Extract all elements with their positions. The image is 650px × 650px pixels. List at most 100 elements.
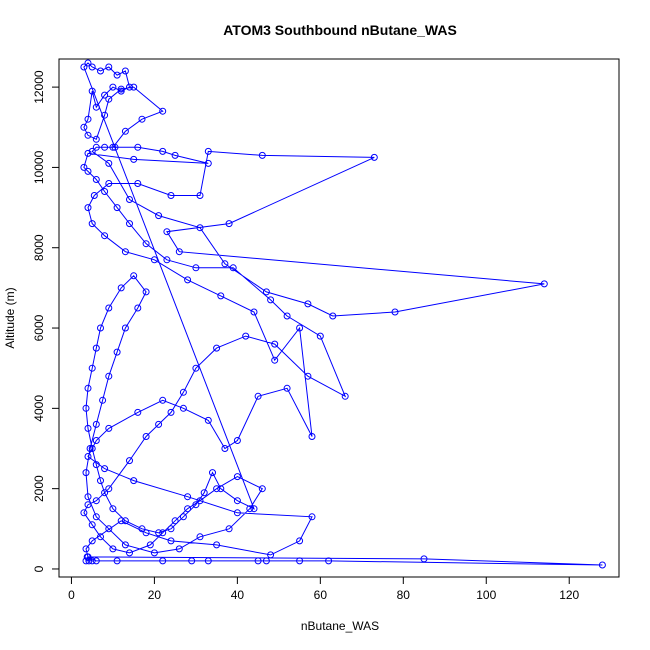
data-point [84,149,92,157]
data-point [101,489,109,497]
data-point [175,545,183,553]
data-point [121,248,129,256]
data-point [126,196,133,203]
x-tick-label: 20 [148,588,162,602]
data-point [126,549,133,557]
data-point [200,489,208,497]
data-point [204,159,212,167]
data-point [225,525,233,533]
data-point [97,533,104,541]
data-point [84,553,92,561]
data-point [217,292,225,300]
data-point [101,111,109,119]
data-point [105,424,113,432]
data-point [86,445,94,452]
x-tick-label: 40 [231,588,245,602]
data-point [304,300,312,308]
x-tick-label: 100 [476,588,496,602]
data-point [82,404,90,412]
data-point [105,304,113,312]
data-point [88,147,96,155]
data-point [121,127,129,135]
data-point [92,143,100,151]
data-point [246,505,254,513]
data-point [92,176,100,183]
data-point [88,220,96,228]
data-point [325,557,333,565]
data-point [308,513,316,521]
data-point [80,163,88,171]
data-point [341,392,349,400]
data-point [126,83,133,91]
data-point [97,477,104,485]
data-point [204,147,212,155]
data-point [217,485,225,493]
data-point [84,167,92,175]
data-point [88,87,96,95]
data-point [138,115,146,123]
data-point [117,87,125,95]
data-point [254,557,262,565]
data-point [130,83,138,91]
y-tick-label: 6000 [32,314,46,341]
data-point [126,457,133,465]
data-point [92,437,100,444]
data-point [134,180,142,187]
data-point [267,551,275,559]
data-point [316,332,324,340]
data-point [88,445,96,452]
chart-title: ATOM3 Southbound nButane_WAS [223,22,457,38]
data-point [163,228,171,236]
data-point [229,264,237,272]
data-point [138,525,146,533]
data-point [296,557,304,565]
data-point [179,513,187,521]
data-point [250,308,258,316]
data-point [105,485,113,493]
data-point [225,220,233,228]
data-point [113,71,121,79]
data-point [171,151,179,159]
data-point [242,332,250,340]
data-point [283,312,291,320]
y-axis-label: Altitude (m) [3,287,17,348]
data-point [540,280,548,288]
data-point [113,348,121,356]
data-point [142,240,150,248]
data-point [113,204,121,212]
data-point [84,501,92,509]
data-point [175,248,183,256]
data-point [85,557,93,565]
data-point [142,288,150,296]
data-point [171,517,179,525]
data-point [296,537,304,545]
data-point [130,272,138,280]
data-point [283,384,291,392]
data-point [84,384,92,392]
data-point [308,433,316,440]
y-tick-label: 12000 [32,70,46,104]
data-point [192,264,200,272]
data-point [134,408,142,416]
data-point [88,557,96,565]
data-point [88,521,96,529]
y-tick-label: 4000 [32,395,46,422]
data-point [192,501,200,509]
data-point [113,557,121,565]
y-axis: 0 2000 4000 6000 8000 10000 12000 [32,70,60,572]
data-point [92,135,100,143]
y-tick-label: 2000 [32,475,46,502]
data-point [105,525,113,533]
data-point [233,497,241,505]
x-tick-label: 60 [314,588,328,602]
data-point [179,404,187,412]
data-point [130,155,138,163]
data-point [598,561,606,569]
data-point [159,557,167,565]
data-point [84,115,92,123]
data-point [258,485,266,493]
data-point [155,212,163,220]
x-tick-label: 120 [559,588,579,602]
data-point [117,517,125,525]
data-point [167,408,175,416]
